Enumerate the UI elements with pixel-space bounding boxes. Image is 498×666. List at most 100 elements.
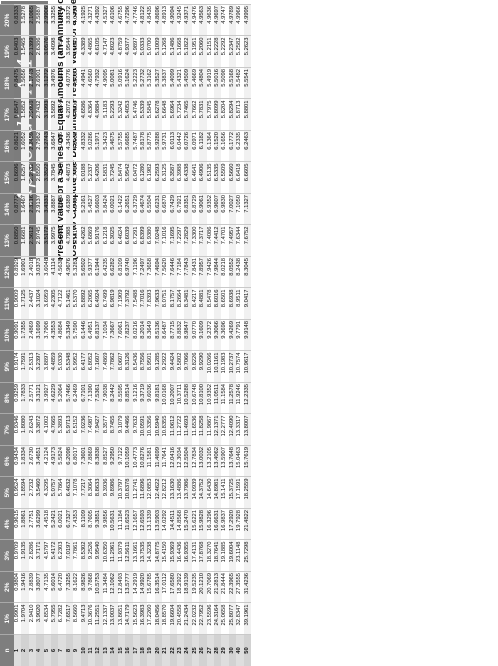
table-row: 3 2.9410 2.8839 2.8286 2.7751 2.7232 2.6730 2.6… (28, 4, 37, 666)
factor-cell: 5.0757 (51, 477, 59, 509)
factor-cell: 3.0576 (43, 36, 52, 68)
factor-cell: 3.8077 (36, 571, 44, 603)
factor-cell: 4.9173 (51, 445, 59, 477)
factor-cell: 4.9884 (95, 99, 103, 131)
factor-cell: 5.7245 (110, 162, 118, 194)
factor-cell: 5.7465 (184, 99, 192, 131)
factor-cell: 3.6959 (43, 288, 52, 320)
factor-cell: 5.4099 (169, 67, 177, 99)
factor-cell: 4.9697 (213, 4, 222, 36)
factor-cell: 5.4053 (125, 99, 133, 131)
factor-cell: 39.1961 (243, 603, 251, 635)
table-row: 22 19.6604 17.6580 15.9369 14.4511 13.1630 12.… (169, 4, 177, 666)
factor-cell: 5.7234 (176, 99, 185, 131)
annuity-table-container: n 1% 2% 3% 4% 5% 6% 7% 8% 9% 10% 11% 12% 13% 14% 15% 16%… (0, 4, 251, 666)
factor-cell: 8.5660 (73, 603, 81, 635)
factor-cell: 4.7932 (95, 67, 103, 99)
factor-cell: 12.1371 (213, 414, 222, 446)
factor-cell: 9.8986 (110, 477, 118, 509)
factor-cell: 1.6681 (21, 225, 29, 257)
factor-cell: 6.8052 (88, 351, 96, 383)
factor-cell: 1.6257 (21, 162, 29, 194)
factor-cell: 3.4651 (36, 445, 44, 477)
factor-cell: 9.4269 (228, 319, 237, 351)
factor-cell: 6.7282 (58, 603, 66, 635)
factor-cell: 4.8913 (162, 4, 170, 36)
factor-cell: 9.1216 (132, 382, 140, 414)
period-cell: 27 (206, 634, 214, 666)
factor-cell: 5.5339 (139, 99, 148, 131)
table-row: 17 15.5623 14.2919 13.1661 12.1657 11.2741 10.… (132, 4, 140, 666)
factor-cell: 3.1024 (36, 288, 44, 320)
table-row: 9 8.5660 8.1622 7.7861 7.4353 7.1078 6.8017 6.5… (73, 4, 81, 666)
factor-cell: 20.7069 (206, 571, 214, 603)
column-header-rate: 19% (0, 36, 14, 68)
period-cell: 14 (110, 634, 118, 666)
factor-cell: 5.3527 (154, 67, 163, 99)
column-header-rate: 20% (0, 4, 14, 36)
factor-cell: 18.3270 (206, 540, 214, 572)
factor-cell: 12.1062 (110, 571, 118, 603)
factor-cell: 5.5482 (236, 67, 244, 99)
factor-cell: 4.6105 (95, 36, 103, 68)
factor-cell: 8.1757 (169, 288, 177, 320)
column-header-rate: 6% (0, 445, 14, 477)
table-row: 16 14.7179 13.5777 12.5611 11.6523 10.8378 10.… (125, 4, 133, 666)
factor-cell: 12.4090 (228, 414, 237, 446)
factor-cell: 6.9061 (199, 193, 207, 225)
period-cell: 4 (36, 634, 44, 666)
factor-cell: 5.1268 (162, 36, 170, 68)
factor-cell: 8.9826 (80, 571, 89, 603)
table-row: 6 5.7955 5.6014 5.4172 5.2421 5.0757 4.9173 4.7… (51, 4, 59, 666)
factor-cell: 10.8100 (199, 382, 207, 414)
factor-cell: 15.6785 (147, 571, 155, 603)
factor-cell: 4.1604 (58, 162, 66, 194)
factor-cell: 4.7716 (73, 162, 81, 194)
factor-cell: 15.9828 (199, 508, 207, 540)
factor-cell: 13.5777 (125, 571, 133, 603)
column-header-rate: 7% (0, 414, 14, 446)
factor-cell: 4.9789 (228, 4, 237, 36)
factor-cell: 6.8137 (95, 319, 103, 351)
factor-cell: 7.3792 (125, 288, 133, 320)
factor-cell: 6.2463 (243, 130, 251, 162)
factor-cell: 6.4720 (58, 571, 66, 603)
factor-cell: 6.5509 (221, 162, 229, 194)
factor-cell: 8.6938 (228, 288, 237, 320)
factor-cell: 22.3965 (228, 571, 237, 603)
factor-cell: 5.2623 (243, 36, 251, 68)
factor-cell: 7.7016 (139, 288, 148, 320)
column-header-n: n (0, 634, 14, 666)
factor-cell: 4.3436 (65, 130, 74, 162)
factor-cell: 3.9224 (58, 99, 66, 131)
factor-cell: 3.6048 (43, 256, 52, 288)
factor-cell: 2.2096 (28, 99, 37, 131)
period-cell: 9 (73, 634, 81, 666)
factor-cell: 14.0939 (191, 477, 200, 509)
factor-cell: 2.4437 (28, 288, 37, 320)
factor-cell: 4.7296 (125, 4, 133, 36)
period-cell: 26 (199, 634, 207, 666)
factor-cell: 13.5907 (221, 445, 229, 477)
factor-cell: 5.8178 (139, 130, 148, 162)
factor-cell: 10.5753 (95, 571, 103, 603)
factor-cell: 4.2072 (65, 99, 74, 131)
factor-cell: 9.2950 (110, 445, 118, 477)
factor-cell: 16.9355 (184, 540, 192, 572)
factor-cell: 7.1909 (117, 288, 126, 320)
factor-cell: 5.6964 (169, 99, 177, 131)
factor-cell: 6.3025 (110, 225, 118, 257)
factor-cell: 6.1446 (80, 319, 89, 351)
factor-cell: 7.8237 (125, 319, 133, 351)
factor-cell: 2.4018 (28, 256, 37, 288)
factor-cell: 6.7291 (132, 225, 140, 257)
factor-cell: 8.6016 (213, 288, 222, 320)
factor-cell: 3.6046 (58, 4, 66, 36)
factor-cell: 4.8696 (154, 4, 163, 36)
factor-cell: 14.9920 (139, 571, 148, 603)
factor-cell: 6.9740 (125, 256, 133, 288)
factor-cell: 6.4641 (191, 162, 200, 194)
factor-cell: 8.1622 (73, 571, 81, 603)
factor-cell: 5.4321 (176, 67, 185, 99)
factor-cell: 17.2260 (147, 603, 155, 635)
